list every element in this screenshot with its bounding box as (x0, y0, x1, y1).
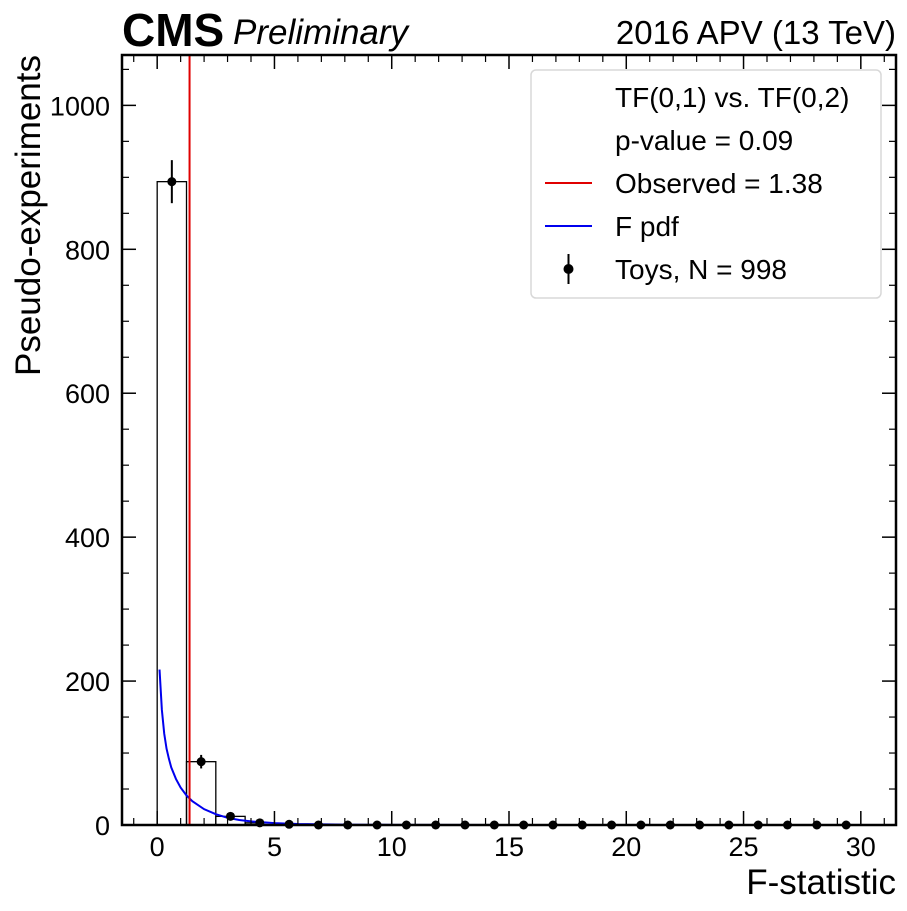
legend-label-p-value: p-value = 0.09 (615, 125, 793, 156)
x-tick-label: 20 (611, 832, 641, 862)
f-pdf-curve (158, 669, 861, 826)
y-tick-label: 400 (65, 523, 110, 553)
lumi-label: 2016 APV (13 TeV) (616, 14, 896, 51)
toy-point (167, 177, 177, 187)
legend-box (530, 69, 882, 299)
y-tick-label: 0 (95, 811, 110, 841)
x-tick-label: 0 (150, 832, 165, 862)
y-axis-label: Pseudo-experiments (9, 55, 48, 376)
histogram-bar (185, 761, 217, 826)
legend-label-observed: Observed = 1.38 (615, 168, 823, 199)
preliminary-label: Preliminary (233, 13, 411, 52)
x-tick-label: 5 (267, 832, 282, 862)
y-tick-label: 800 (65, 235, 110, 265)
toy-point (225, 811, 235, 821)
legend-label-f-pdf: F pdf (615, 211, 679, 242)
y-tick-label: 1000 (50, 91, 110, 121)
legend: TF(0,1) vs. TF(0,2) p-value = 0.09 Observe… (530, 69, 882, 299)
toy-point (196, 757, 206, 767)
legend-toys-marker (563, 264, 574, 274)
x-tick-label: 10 (377, 832, 407, 862)
x-tick-label: 15 (494, 832, 524, 862)
cms-label: CMS (122, 4, 224, 56)
x-axis-label: F-statistic (746, 863, 896, 902)
x-tick-label: 25 (729, 832, 759, 862)
histogram-bar (156, 181, 188, 826)
y-tick-label: 200 (65, 667, 110, 697)
legend-label-comparison: TF(0,1) vs. TF(0,2) (615, 82, 849, 113)
legend-label-toys: Toys, N = 998 (615, 254, 787, 285)
plot-frame (120, 53, 898, 827)
y-tick-label: 600 (65, 379, 110, 409)
x-tick-label: 30 (846, 832, 876, 862)
